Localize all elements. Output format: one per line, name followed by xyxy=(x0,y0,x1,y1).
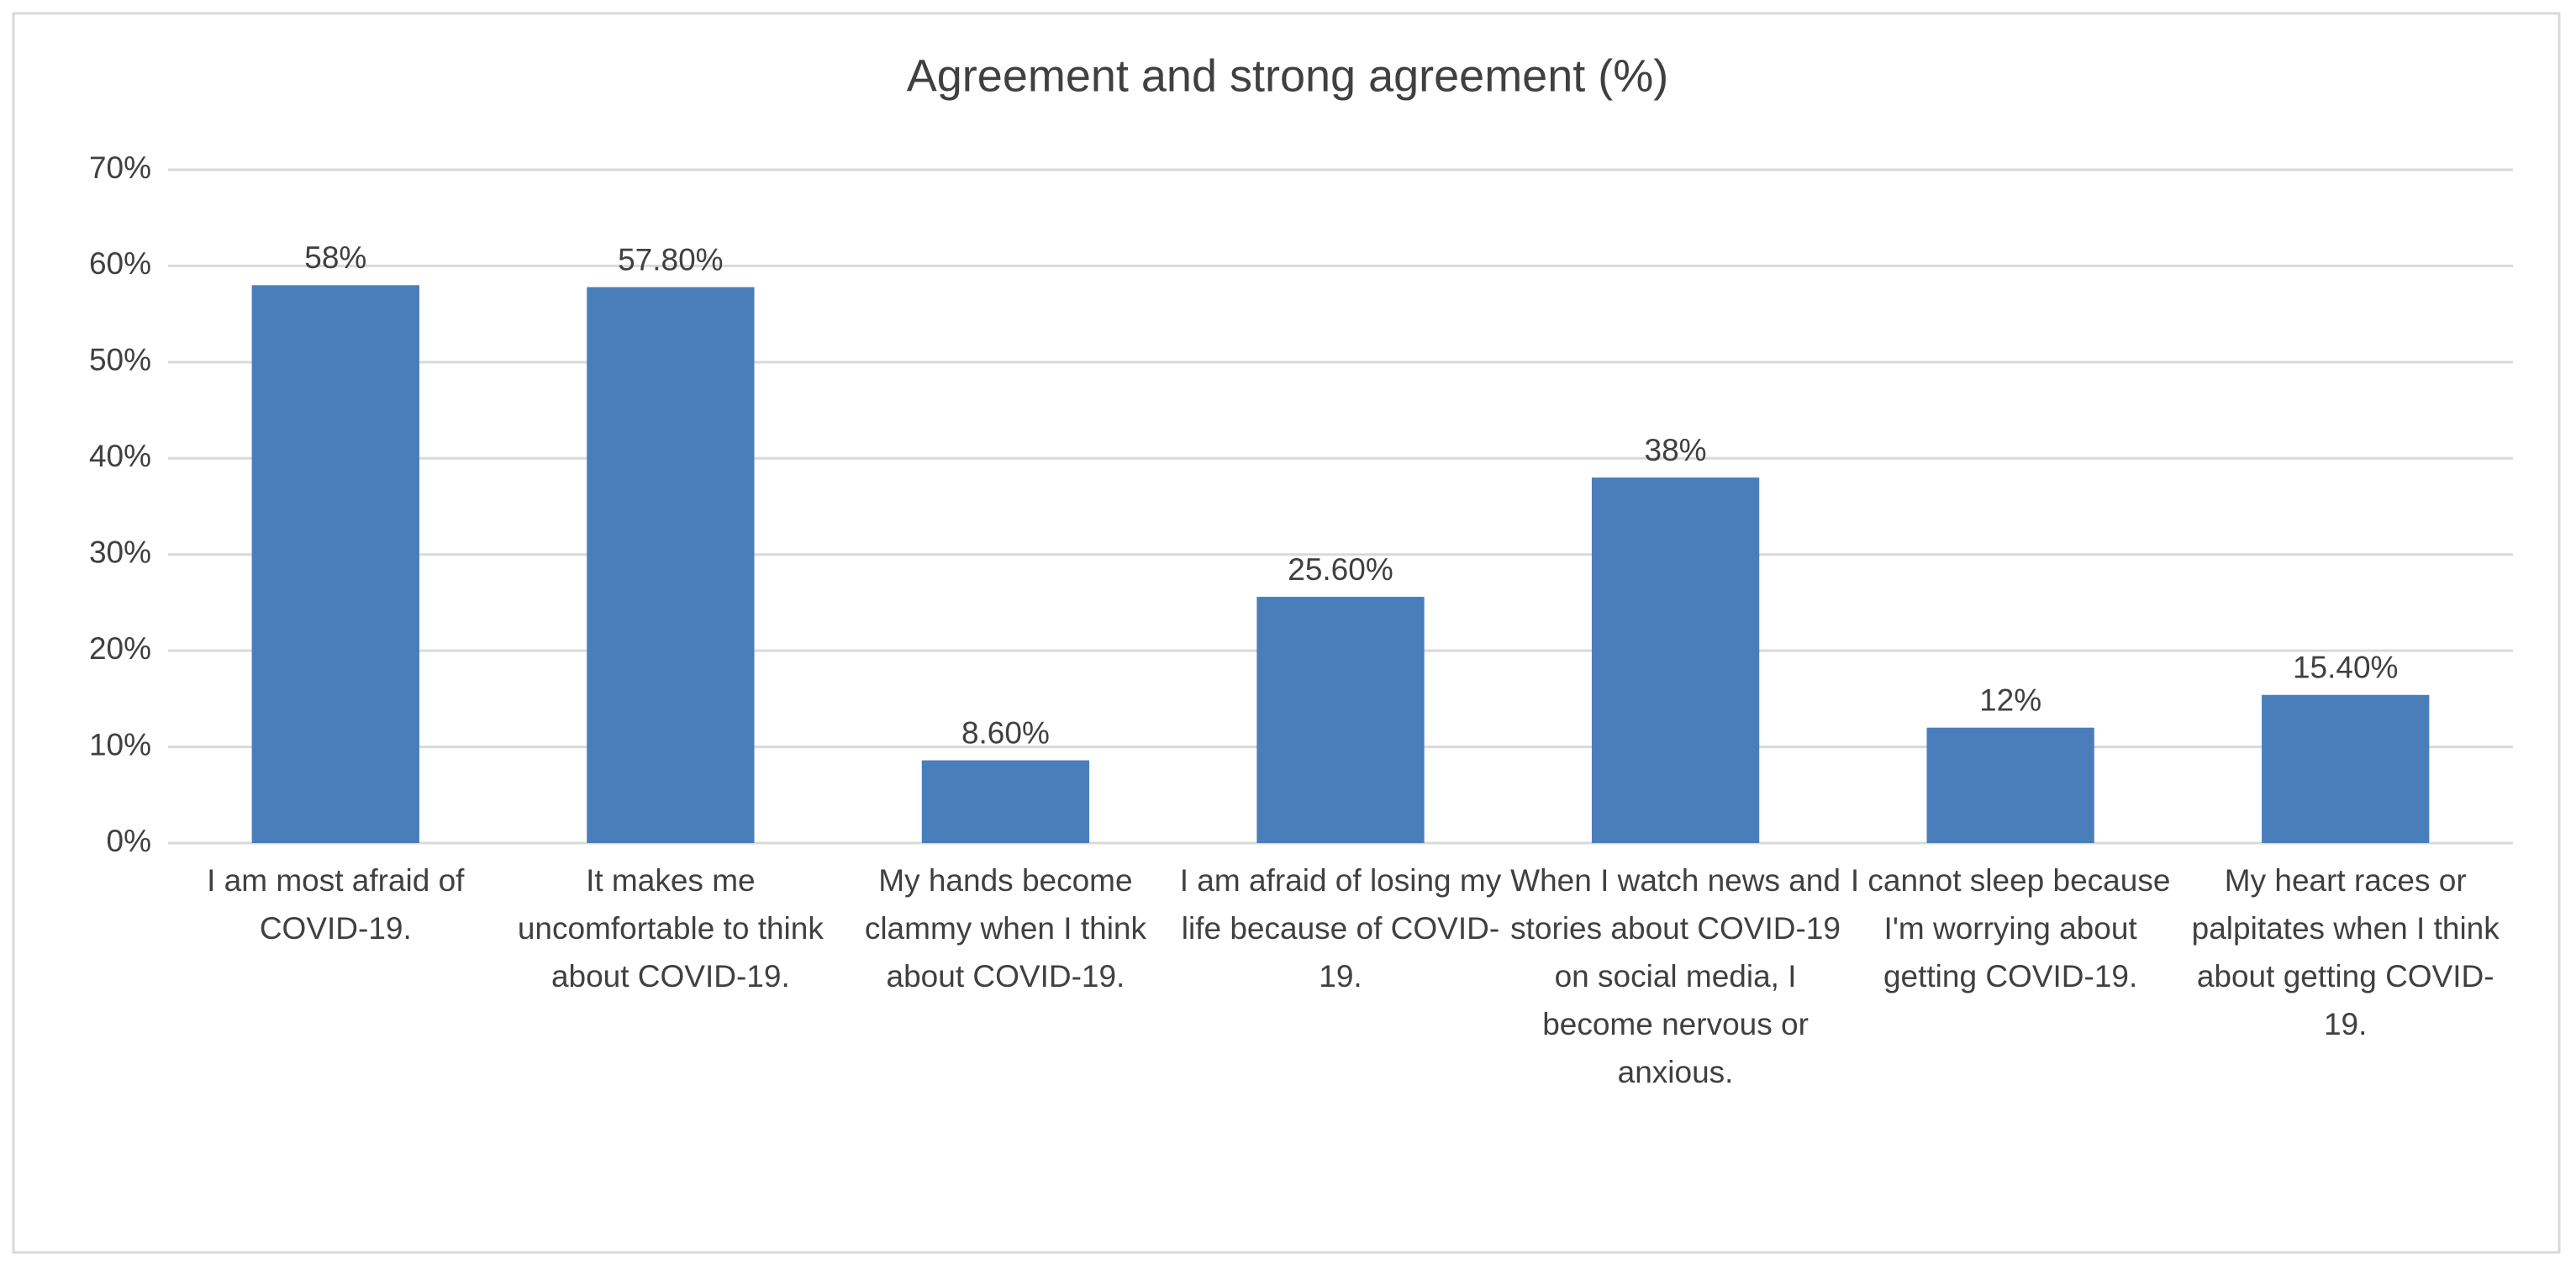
x-tick-label: My hands become clammy when I think abou… xyxy=(864,863,1146,993)
bar xyxy=(251,285,419,843)
y-tick-label: 70% xyxy=(89,150,151,185)
y-tick-label: 60% xyxy=(89,246,151,281)
y-tick-label: 30% xyxy=(89,535,151,569)
value-label: 58% xyxy=(304,240,366,275)
value-label: 15.40% xyxy=(2293,651,2399,685)
bar xyxy=(587,287,755,843)
x-tick-label: I cannot sleep because I'm worrying abou… xyxy=(1850,863,2171,993)
y-tick-label: 40% xyxy=(89,439,151,473)
bar xyxy=(1256,597,1425,843)
x-tick-label: When I watch news and stories about COVI… xyxy=(1510,863,1841,1089)
y-tick-label: 20% xyxy=(89,631,151,666)
value-label: 25.60% xyxy=(1288,552,1393,587)
y-tick-label: 0% xyxy=(107,824,151,858)
y-tick-label: 10% xyxy=(89,727,151,762)
bar xyxy=(1591,477,1760,843)
value-label: 8.60% xyxy=(961,715,1050,750)
value-label: 38% xyxy=(1645,433,1707,467)
bar xyxy=(1926,727,2094,843)
value-label: 12% xyxy=(1979,683,2041,717)
value-label: 57.80% xyxy=(618,242,724,277)
y-tick-label: 50% xyxy=(89,343,151,377)
x-tick-label: I am afraid of losing my life because of… xyxy=(1179,863,1502,993)
bar xyxy=(2262,694,2430,843)
x-tick-label: I am most afraid of COVID-19. xyxy=(207,863,465,946)
chart-title: Agreement and strong agreement (%) xyxy=(907,50,1668,101)
bar xyxy=(921,760,1090,843)
x-tick-label: My heart races or palpitates when I thin… xyxy=(2191,863,2500,1041)
x-tick-label: It makes me uncomfortable to think about… xyxy=(517,863,824,993)
